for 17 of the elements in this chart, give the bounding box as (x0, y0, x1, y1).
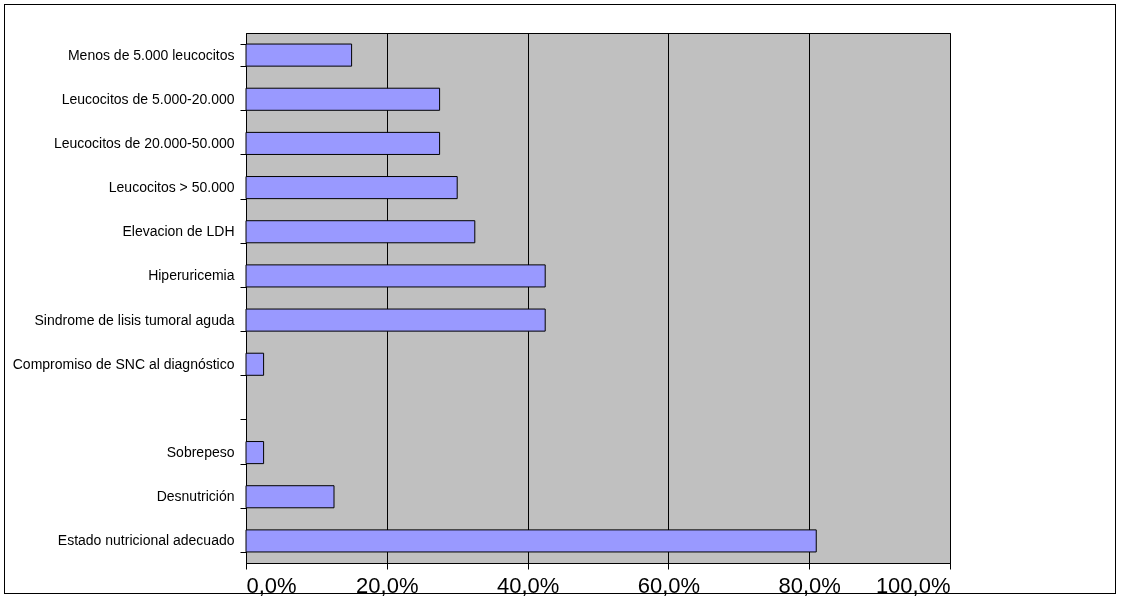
y-tick-label: Menos de 5.000 leucocitos (67, 46, 235, 63)
y-tick-label: Leucocitos > 50.000 (108, 179, 235, 196)
y-tick-label: Elevacion de LDH (122, 223, 235, 240)
x-tick-label: 20,0% (356, 572, 419, 598)
y-tick-label: Desnutrición (156, 488, 235, 505)
x-tick-label: 0,0% (246, 572, 297, 598)
x-tick-label: 100,0% (875, 572, 951, 598)
x-tick-label: 40,0% (496, 572, 560, 598)
y-tick-label: Hiperuricemia (148, 267, 235, 284)
y-tick-label: Leucocitos de 20.000-50.000 (53, 134, 235, 151)
y-tick-label: Sindrome de lisis tumoral aguda (34, 311, 235, 328)
y-tick-label: Leucocitos de 5.000-20.000 (61, 90, 235, 107)
y-tick-label: Compromiso de SNC al diagnóstico (12, 355, 235, 372)
x-tick-label: 60,0% (637, 572, 701, 598)
y-tick-label: Sobrepeso (166, 444, 235, 461)
y-tick-label: Estado nutricional adecuado (57, 532, 235, 549)
x-tick-label: 80,0% (778, 572, 841, 598)
